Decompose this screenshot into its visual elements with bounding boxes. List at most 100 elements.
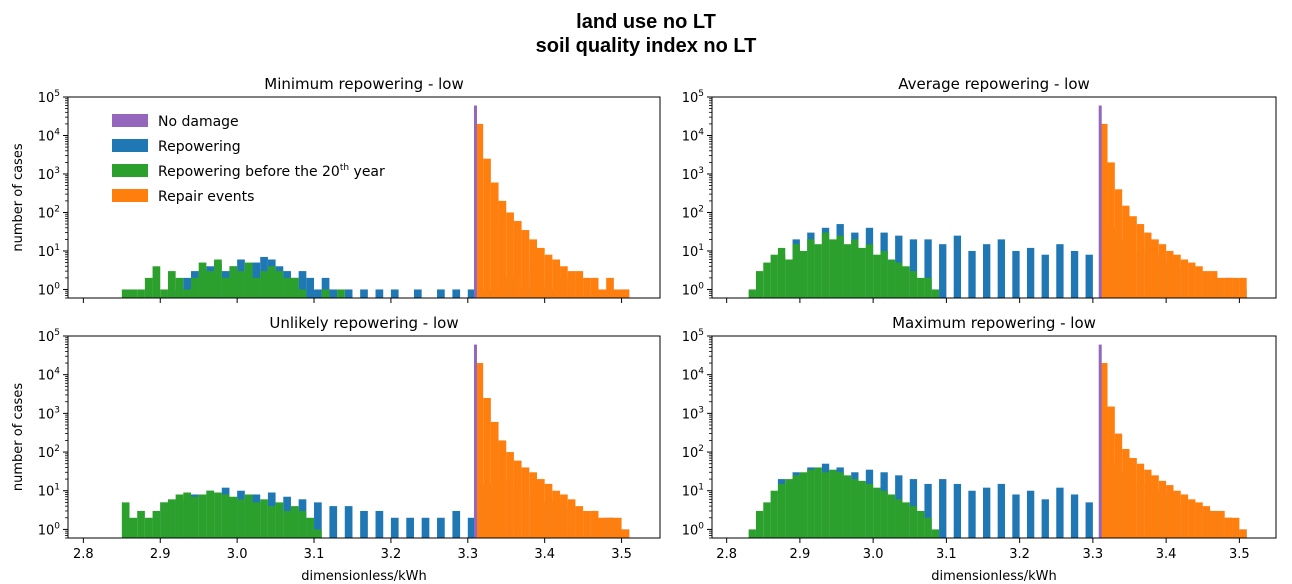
bar-repowering-before-the-20th-year-25 [931, 289, 940, 298]
panel-title: Unlikely repowering - low [269, 314, 458, 332]
y-tick-label: 101 [682, 243, 704, 260]
bar-repowering-before-the-20th-year-13 [843, 244, 852, 298]
bar-repowering-before-the-20th-year-23 [298, 510, 307, 538]
bar-repair-events-6 [521, 467, 530, 538]
bar-repair-events-8 [536, 247, 545, 298]
bar-repowering-before-the-20th-year-20 [275, 271, 284, 298]
bar-repowering-before-the-20th-year-23 [298, 289, 307, 298]
bar-repowering-before-the-20th-year-15 [858, 247, 866, 298]
bar-repowering-26 [437, 289, 445, 298]
x-tick-label: 3.3 [457, 547, 478, 562]
bar-repair-events-14 [1202, 271, 1211, 298]
bar-repair-events-4 [1129, 216, 1137, 298]
bar-repowering-before-the-20th-year-6 [167, 271, 176, 298]
bar-repowering-17 [1026, 247, 1035, 298]
bar-repowering-23 [375, 289, 384, 298]
y-tick-label: 103 [38, 405, 60, 422]
bar-repair-events-19 [1239, 529, 1247, 538]
bar-no-damage-0 [1098, 344, 1102, 538]
bar-repowering-before-the-20th-year-16 [865, 483, 874, 538]
bar-repowering-before-the-20th-year-12 [214, 259, 222, 298]
bar-repowering-before-the-20th-year-13 [221, 494, 230, 538]
bar-repair-events-6 [1144, 469, 1152, 538]
bar-repowering-before-the-20th-year-1 [755, 271, 764, 298]
y-tick-label: 102 [682, 444, 704, 461]
bar-repair-events-10 [1173, 490, 1181, 538]
bar-repair-events-2 [1114, 433, 1123, 538]
bar-repowering-before-the-20th-year-4 [777, 483, 786, 538]
bar-repowering-19 [1056, 487, 1064, 538]
bar-repair-events-18 [1232, 517, 1240, 538]
bar-repowering-before-the-20th-year-9 [191, 277, 199, 298]
bar-repowering-10 [924, 483, 932, 538]
bar-repowering-before-the-20th-year-11 [829, 239, 837, 298]
bar-repowering-before-the-20th-year-22 [290, 506, 299, 538]
bar-repowering-20 [1070, 250, 1079, 298]
bar-repowering-12 [953, 235, 962, 298]
x-tick-label: 3.5 [611, 547, 632, 562]
bar-repowering-before-the-20th-year-6 [792, 244, 800, 298]
bar-repowering-before-the-20th-year-20 [895, 262, 903, 298]
bar-repowering-before-the-20th-year-5 [160, 502, 168, 538]
legend-swatch-repair-events [112, 189, 148, 202]
bar-repair-events-7 [1151, 239, 1159, 298]
bar-repowering-14 [983, 487, 991, 538]
bar-repowering-before-the-20th-year-7 [799, 472, 808, 538]
bar-repowering-before-the-20th-year-25 [314, 529, 322, 538]
y-tick-label: 104 [38, 367, 61, 384]
bar-repowering-19 [1056, 244, 1064, 298]
y-tick-label: 105 [38, 89, 60, 106]
bar-repair-events-17 [606, 517, 614, 538]
bar-repair-events-15 [1210, 510, 1218, 538]
bar-repair-events-13 [1195, 502, 1203, 538]
x-axis-label: dimensionless/kWh [931, 569, 1057, 584]
panel-title: Average repowering - low [898, 75, 1090, 93]
bar-repowering-before-the-20th-year-12 [214, 492, 222, 538]
bar-repowering-before-the-20th-year-24 [924, 277, 932, 298]
bar-repowering-17 [421, 517, 430, 538]
y-tick-label: 100 [38, 281, 61, 298]
bar-repair-events-5 [513, 221, 522, 298]
panel-title: Maximum repowering - low [892, 314, 1096, 332]
bar-repowering-before-the-20th-year-20 [895, 499, 903, 538]
y-tick-label: 100 [682, 281, 705, 298]
bar-repowering-16 [1012, 250, 1020, 298]
legend-swatch-no-damage [112, 114, 148, 127]
bar-repair-events-12 [1188, 499, 1196, 538]
bar-repowering-before-the-20th-year-0 [121, 289, 130, 298]
bar-repair-events-15 [590, 510, 599, 538]
bar-repowering-before-the-20th-year-13 [221, 277, 230, 298]
bar-repair-events-9 [1166, 485, 1174, 538]
bar-repowering-28 [467, 289, 476, 298]
x-tick-label: 3.1 [936, 547, 957, 562]
bar-repowering-before-the-20th-year-17 [252, 277, 261, 298]
bar-repair-events-6 [1144, 232, 1152, 298]
axes-frame [67, 96, 661, 299]
y-tick-label: 101 [682, 483, 704, 500]
bar-repair-events-0 [475, 363, 484, 538]
legend-swatch-repowering-before-20 [112, 164, 148, 177]
bar-repowering-before-the-20th-year-15 [237, 499, 245, 538]
bar-repowering-22 [360, 289, 368, 298]
bar-repair-events-8 [1158, 244, 1167, 298]
bar-repowering-before-the-20th-year-22 [909, 271, 918, 298]
bar-repowering-before-the-20th-year-8 [807, 469, 815, 538]
bar-no-damage-0 [473, 344, 477, 538]
bar-repowering-before-the-20th-year-10 [821, 472, 830, 538]
bar-repowering-before-the-20th-year-16 [865, 244, 874, 298]
bar-repowering-before-the-20th-year-9 [814, 467, 822, 538]
bar-repowering-before-the-20th-year-21 [902, 502, 910, 538]
bar-repair-events-3 [1122, 448, 1130, 538]
bar-repowering-before-the-20th-year-0 [748, 289, 756, 298]
bar-repair-events-15 [590, 277, 599, 298]
bar-repowering-before-the-20th-year-24 [924, 517, 932, 538]
bar-repowering-13 [968, 490, 976, 538]
bar-repowering-before-the-20th-year-12 [836, 472, 844, 538]
bar-repowering-before-the-20th-year-20 [275, 502, 284, 538]
bar-repair-events-18 [613, 517, 622, 538]
bar-repair-events-13 [1195, 266, 1203, 298]
y-tick-label: 104 [38, 127, 61, 144]
bar-repair-events-10 [552, 490, 561, 538]
bar-repair-events-0 [475, 123, 484, 299]
bar-repowering-15 [390, 517, 399, 538]
